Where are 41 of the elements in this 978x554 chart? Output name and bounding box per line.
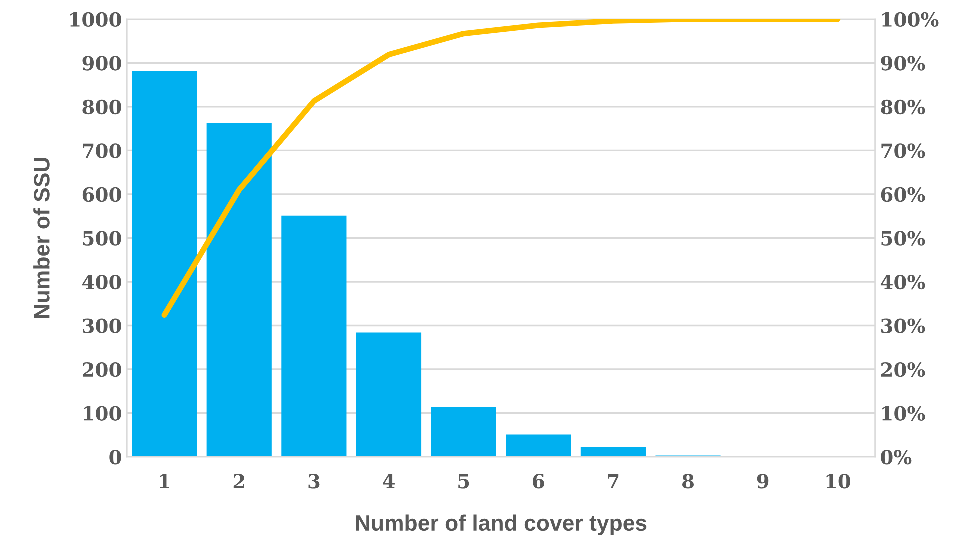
x-tick-label: 7 [608, 474, 619, 488]
x-tick-label: 9 [757, 474, 769, 489]
y2-tick-label: 0% [881, 450, 912, 465]
x-tick-label: 2 [234, 474, 244, 488]
y-tick-label: 100 [84, 406, 122, 421]
y2-tick-label: 80% [881, 100, 926, 115]
bar [282, 216, 347, 458]
y2-tick-label: 60% [881, 187, 926, 202]
y2-tick-label: 70% [882, 144, 926, 158]
y-tick-label: 600 [82, 187, 122, 202]
y2-tick-label: 50% [882, 231, 926, 246]
bar [132, 71, 198, 458]
y2-tick-label: 90% [881, 56, 926, 71]
bar [206, 124, 272, 458]
y-tick-label: 900 [82, 56, 122, 71]
bar [580, 446, 646, 458]
y-axis-title: Number of SSU [34, 158, 50, 318]
x-tick-label: 10 [826, 474, 851, 489]
x-axis-title: Number of land cover types [356, 514, 647, 536]
x-tick-label: 1 [160, 474, 170, 488]
y2-tick-label: 100% [882, 12, 939, 28]
x-tick-label: 4 [383, 474, 395, 488]
y2-tick-label: 40% [880, 274, 926, 290]
bar [356, 332, 422, 458]
bar [431, 407, 496, 458]
y-tick-label: 700 [83, 144, 122, 158]
y-tick-label: 400 [82, 274, 122, 290]
y-tick-label: 0 [110, 450, 122, 465]
y2-tick-label: 20% [881, 362, 926, 378]
y-tick-label: 300 [83, 318, 122, 334]
y-tick-label: 1000 [70, 12, 122, 28]
x-tick-label: 5 [458, 474, 470, 489]
y-tick-label: 200 [82, 362, 122, 378]
x-tick-label: 8 [682, 474, 694, 489]
bar [506, 434, 572, 458]
x-tick-label: 3 [308, 474, 320, 489]
y2-tick-label: 10% [882, 406, 926, 421]
y-tick-label: 500 [83, 231, 122, 246]
y2-tick-label: 30% [882, 318, 926, 334]
y-tick-label: 800 [82, 100, 122, 115]
x-tick-label: 6 [533, 474, 544, 489]
